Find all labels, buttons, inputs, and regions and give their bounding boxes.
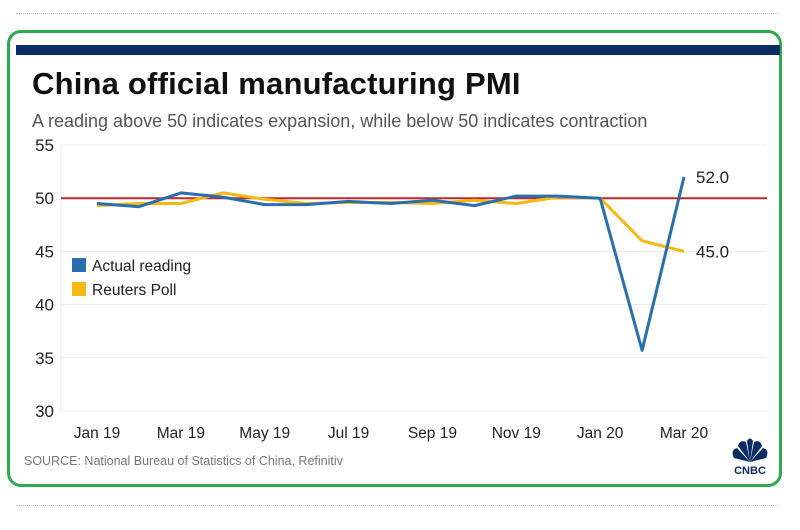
legend-label-actual: Actual reading [92, 258, 191, 275]
x-axis: Jan 19 Mar 19 May 19 Jul 19 Sep 19 Nov 19 Jan … [74, 425, 709, 442]
source-note: SOURCE: National Bureau of Statistics of… [24, 454, 343, 468]
cnbc-logo-text: CNBC [734, 465, 766, 476]
y-tick-label: 35 [35, 349, 54, 368]
x-tick-label: Mar 20 [660, 425, 709, 442]
y-tick-label: 45 [35, 242, 54, 261]
x-tick-label: Jul 19 [328, 425, 369, 442]
series-layer [96, 176, 686, 352]
x-tick-label: May 19 [239, 425, 290, 442]
x-tick-label: Jan 20 [577, 425, 624, 442]
x-tick-label: Nov 19 [492, 425, 541, 442]
y-axis: 30 35 40 45 50 55 [35, 136, 54, 421]
top-divider [16, 13, 778, 14]
legend: Actual reading Reuters Poll [72, 258, 191, 299]
legend-swatch-poll [72, 282, 86, 296]
x-tick-label: Jan 19 [74, 425, 121, 442]
bottom-divider [16, 505, 778, 506]
x-tick-label: Mar 19 [157, 425, 205, 442]
series-line-poll [96, 191, 685, 253]
y-tick-label: 40 [35, 296, 54, 315]
legend-label-poll: Reuters Poll [92, 282, 176, 299]
y-tick-label: 50 [35, 189, 54, 208]
grid-layer [60, 144, 767, 412]
legend-swatch-actual [72, 258, 86, 272]
series-line-actual [96, 176, 686, 352]
y-tick-label: 30 [35, 402, 54, 421]
x-tick-label: Sep 19 [408, 425, 457, 442]
header-bar [16, 45, 780, 55]
end-label-actual: 52.0 [696, 168, 729, 187]
y-tick-label: 55 [35, 136, 54, 155]
chart-title: China official manufacturing PMI [32, 66, 521, 101]
end-label-poll: 45.0 [696, 242, 729, 261]
chart-subtitle: A reading above 50 indicates expansion, … [32, 111, 648, 131]
cnbc-peacock-icon: CNBC [732, 438, 768, 476]
